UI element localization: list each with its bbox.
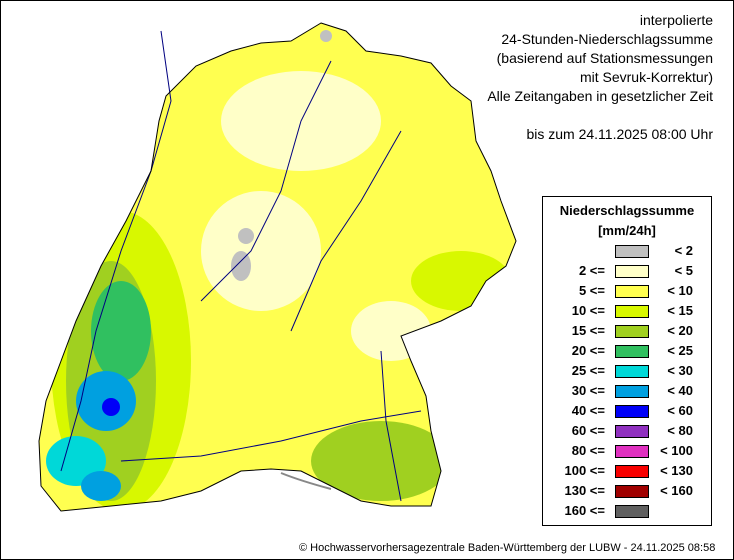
legend-swatch bbox=[615, 445, 649, 458]
title-line: interpolierte bbox=[639, 12, 713, 28]
legend-upper-bound: < 30 bbox=[667, 363, 693, 378]
legend-swatch bbox=[615, 425, 649, 438]
legend-item: < 2 bbox=[543, 241, 711, 261]
legend-upper-bound: < 2 bbox=[674, 243, 693, 258]
legend-swatch bbox=[615, 365, 649, 378]
map-title: interpolierte 24-Stunden-Niederschlagssu… bbox=[487, 11, 713, 144]
legend-lower-bound: 5 <= bbox=[578, 283, 605, 298]
legend-item: 80 <= < 100 bbox=[543, 441, 711, 461]
legend-item: 40 <= < 60 bbox=[543, 401, 711, 421]
legend-swatch bbox=[615, 485, 649, 498]
legend-item: 5 <= < 10 bbox=[543, 281, 711, 301]
legend-lower-bound: 130 <= bbox=[564, 483, 606, 498]
legend-item: 2 <= < 5 bbox=[543, 261, 711, 281]
legend-item: 30 <= < 40 bbox=[543, 381, 711, 401]
legend-swatch bbox=[615, 245, 649, 258]
legend-lower-bound: 2 <= bbox=[578, 263, 605, 278]
legend-lower-bound: 30 <= bbox=[571, 383, 605, 398]
legend-swatch bbox=[615, 285, 649, 298]
legend-lower-bound: 160 <= bbox=[564, 503, 606, 518]
title-line: 24-Stunden-Niederschlagssumme bbox=[501, 31, 713, 47]
legend-swatch bbox=[615, 385, 649, 398]
legend-upper-bound: < 160 bbox=[660, 483, 693, 498]
legend-lower-bound: 100 <= bbox=[564, 463, 606, 478]
legend-item: 160 <= bbox=[543, 501, 711, 521]
legend-upper-bound: < 25 bbox=[667, 343, 693, 358]
legend-title: Niederschlagssumme bbox=[559, 203, 695, 218]
lake-constance bbox=[280, 472, 332, 490]
legend-upper-bound: < 20 bbox=[667, 323, 693, 338]
legend-item: 130 <= < 160 bbox=[543, 481, 711, 501]
title-line: (basierend auf Stationsmessungen bbox=[496, 50, 713, 66]
legend-item: 25 <= < 30 bbox=[543, 361, 711, 381]
legend-upper-bound: < 60 bbox=[667, 403, 693, 418]
legend-swatch bbox=[615, 465, 649, 478]
legend-unit: [mm/24h] bbox=[598, 223, 656, 238]
rivers bbox=[60, 30, 422, 502]
date-line: bis zum 24.11.2025 08:00 Uhr bbox=[526, 126, 713, 142]
legend-upper-bound: < 10 bbox=[667, 283, 693, 298]
legend-swatch bbox=[615, 325, 649, 338]
title-line: mit Sevruk-Korrektur) bbox=[579, 69, 713, 85]
legend-upper-bound: < 15 bbox=[667, 303, 693, 318]
legend-lower-bound: 20 <= bbox=[571, 343, 605, 358]
legend-lower-bound: 80 <= bbox=[571, 443, 605, 458]
copyright-footer: © Hochwasservorhersagezentrale Baden-Wür… bbox=[299, 542, 716, 554]
legend-lower-bound: 15 <= bbox=[571, 323, 605, 338]
title-line: Alle Zeitangaben in gesetzlicher Zeit bbox=[487, 88, 713, 104]
legend-item: 15 <= < 20 bbox=[543, 321, 711, 341]
legend-swatch bbox=[615, 505, 649, 518]
legend-item: 60 <= < 80 bbox=[543, 421, 711, 441]
legend-item: 20 <= < 25 bbox=[543, 341, 711, 361]
legend-swatch bbox=[615, 265, 649, 278]
legend-upper-bound: < 130 bbox=[660, 463, 693, 478]
legend-lower-bound: 40 <= bbox=[571, 403, 605, 418]
legend-lower-bound: 25 <= bbox=[571, 363, 605, 378]
legend-upper-bound: < 5 bbox=[674, 263, 693, 278]
legend-item: 100 <= < 130 bbox=[543, 461, 711, 481]
legend-upper-bound: < 100 bbox=[660, 443, 693, 458]
legend-lower-bound: 10 <= bbox=[571, 303, 605, 318]
legend-item: 10 <= < 15 bbox=[543, 301, 711, 321]
legend-swatch bbox=[615, 345, 649, 358]
legend-swatch bbox=[615, 405, 649, 418]
legend-upper-bound: < 40 bbox=[667, 383, 693, 398]
legend-swatch bbox=[615, 305, 649, 318]
legend-upper-bound: < 80 bbox=[667, 423, 693, 438]
legend-lower-bound: 60 <= bbox=[571, 423, 605, 438]
